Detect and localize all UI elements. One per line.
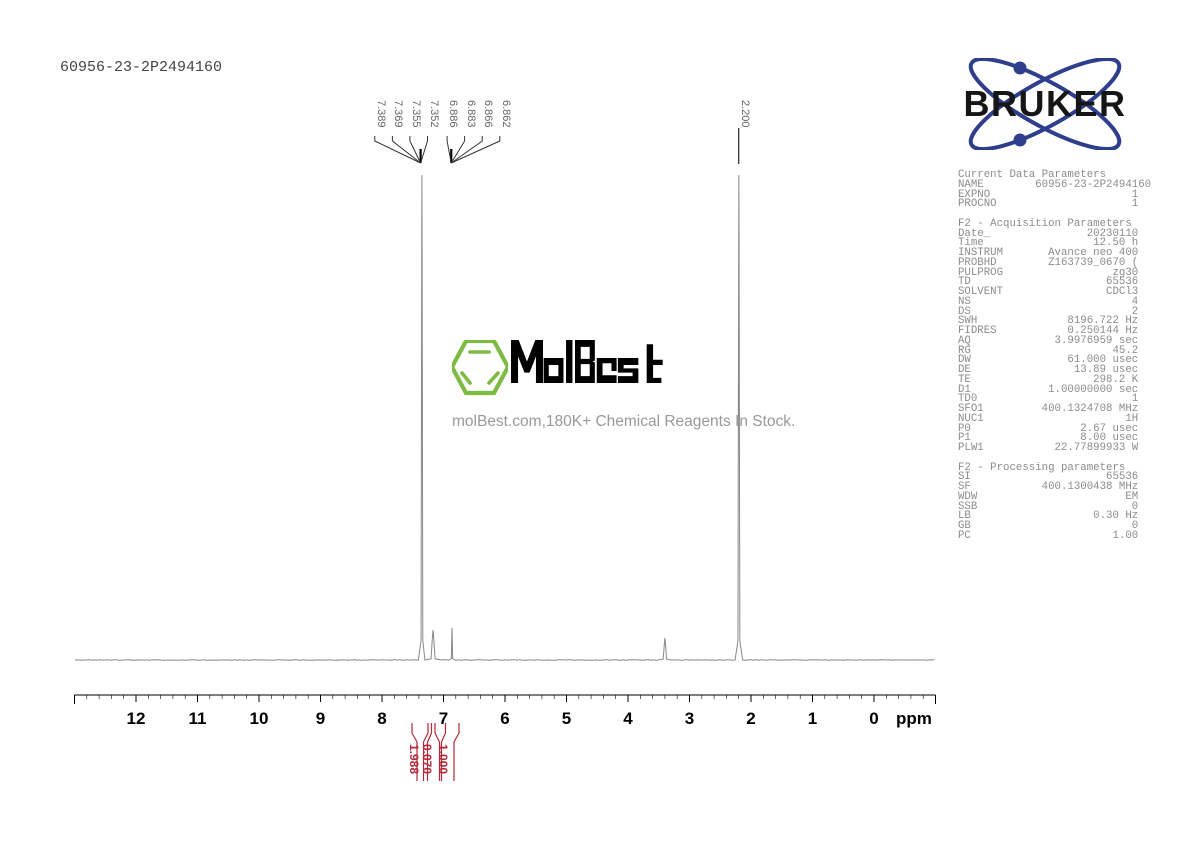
svg-text:BRUKER: BRUKER <box>963 83 1126 124</box>
